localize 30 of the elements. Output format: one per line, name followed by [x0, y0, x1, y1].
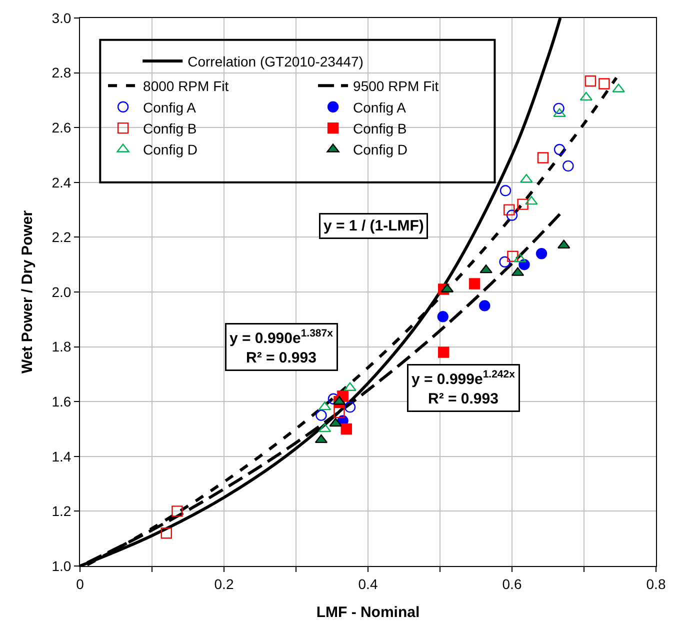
legend-label: Config D	[143, 142, 198, 158]
x-tick-label: 0	[76, 576, 84, 592]
x-tick-label: 0.6	[502, 576, 522, 592]
y-tick-label: 1.4	[52, 448, 72, 464]
legend-label: 8000 RPM Fit	[143, 78, 229, 94]
annotation: y = 1 / (1-LMF)	[324, 218, 424, 234]
y-tick-label: 2.4	[52, 174, 72, 190]
legend-label: Config A	[353, 99, 407, 116]
x-tick-label: 0.4	[358, 576, 378, 592]
y-tick-label: 3.0	[52, 10, 72, 26]
x-tick-label: 0.2	[214, 576, 234, 592]
y-tick-label: 1.8	[52, 338, 72, 355]
annotation: y = 0.990e$^{1.387x}$ R² = 0.993	[230, 328, 334, 366]
legend-label: Config B	[143, 120, 197, 137]
y-tick-label: 1.6	[52, 394, 72, 410]
annotation: y = 0.999e$^{1.242x}$ R² = 0.993	[412, 368, 516, 408]
legend-label: Config B	[353, 120, 407, 137]
y-tick-label: 2.2	[52, 229, 72, 246]
legend-label: Config A	[143, 99, 197, 116]
legend-label: Correlation (GT2010-23447)	[188, 53, 364, 70]
y-tick-label: 2.6	[52, 120, 72, 136]
legend-label: Config D	[353, 142, 408, 158]
y-tick-label: 2.8	[52, 64, 72, 81]
y-axis-title: Wet Power / Dry Power	[18, 210, 36, 374]
x-tick-label: 0.8	[646, 576, 666, 592]
x-axis-title: LMF - Nominal	[316, 604, 420, 621]
legend-label: 9500 RPM Fit	[353, 78, 439, 94]
y-tick-label: 2.0	[52, 284, 72, 300]
y-tick-label: 1.0	[52, 558, 72, 574]
y-tick-label: 1.2	[52, 503, 72, 520]
